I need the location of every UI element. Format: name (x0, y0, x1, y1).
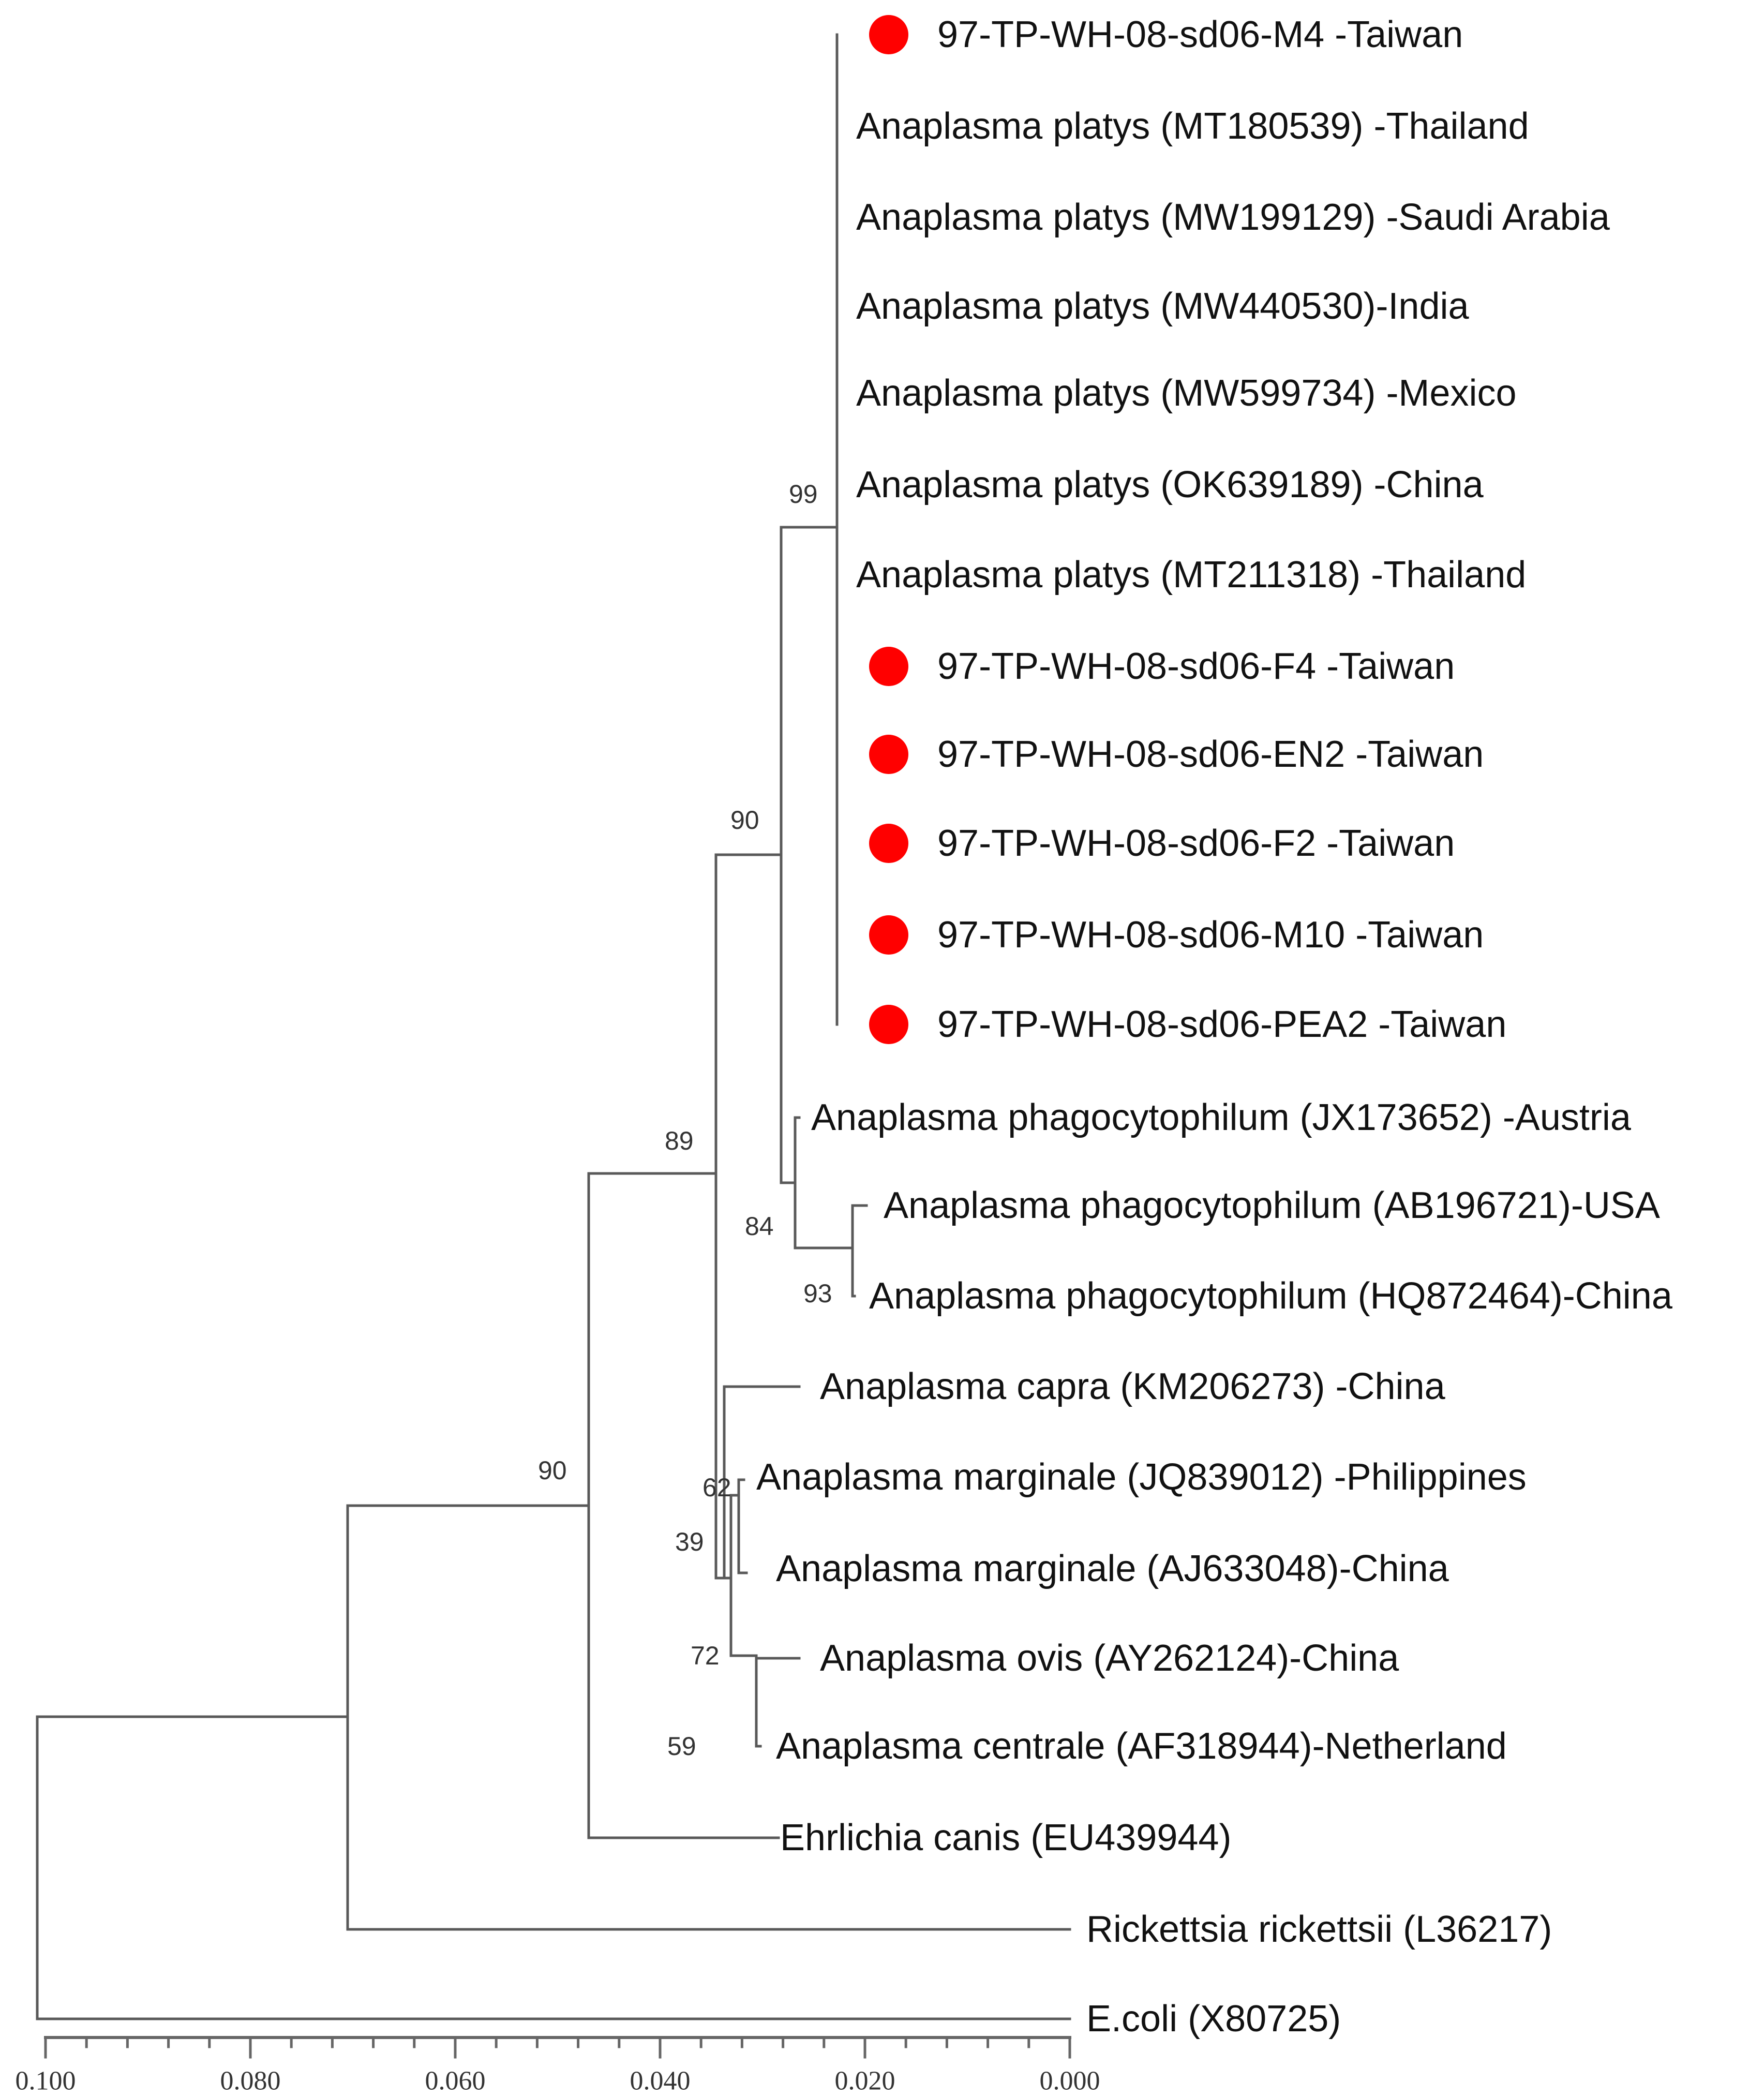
leaf-label: Anaplasma platys (MT211318) -Thailand (856, 554, 1526, 596)
scale-tick-label: 0.060 (425, 2066, 486, 2096)
leaf-label: Anaplasma phagocytophilum (AB196721)-USA (884, 1185, 1660, 1226)
bootstrap-value: 84 (745, 1212, 774, 1241)
sample-marker-dot (869, 915, 908, 955)
scale-tick-label: 0.100 (16, 2066, 76, 2096)
leaf-label: Anaplasma platys (MW599734) -Mexico (856, 373, 1517, 414)
leaf-label: 97-TP-WH-08-sd06-EN2 -Taiwan (937, 734, 1484, 775)
leaf-label: Anaplasma platys (MW199129) -Saudi Arabi… (856, 197, 1610, 238)
sample-marker-dot (869, 824, 908, 863)
scale-tick-label: 0.000 (1040, 2066, 1100, 2096)
bootstrap-value: 93 (803, 1279, 832, 1308)
bootstrap-value: 90 (730, 806, 759, 835)
leaf-label: Anaplasma centrale (AF318944)-Netherland (776, 1726, 1507, 1767)
leaf-label: 97-TP-WH-08-sd06-PEA2 -Taiwan (937, 1004, 1506, 1045)
leaf-label: 97-TP-WH-08-sd06-F4 -Taiwan (937, 646, 1455, 687)
bootstrap-value: 39 (675, 1527, 704, 1556)
leaf-label: Anaplasma platys (OK639189) -China (856, 464, 1484, 505)
sample-marker-dot (869, 1005, 908, 1044)
sample-marker-dot (869, 647, 908, 686)
scale-tick-label: 0.040 (630, 2066, 691, 2096)
leaf-label: E.coli (X80725) (1086, 1998, 1341, 2040)
bootstrap-value: 89 (665, 1126, 694, 1155)
bootstrap-value: 59 (667, 1732, 696, 1761)
leaf-label: 97-TP-WH-08-sd06-M10 -Taiwan (937, 914, 1484, 956)
leaf-label: Anaplasma platys (MW440530)-India (856, 286, 1470, 327)
leaf-label: Rickettsia rickettsii (L36217) (1086, 1909, 1552, 1950)
leaf-label: Anaplasma ovis (AY262124)-China (820, 1638, 1399, 1679)
leaf-label: Anaplasma capra (KM206273) -China (820, 1366, 1446, 1407)
bootstrap-value: 62 (702, 1473, 731, 1502)
leaf-label: 97-TP-WH-08-sd06-M4 -Taiwan (937, 14, 1463, 55)
sample-marker-dot (869, 15, 908, 54)
sample-marker-dot (869, 735, 908, 774)
leaf-label: 97-TP-WH-08-sd06-F2 -Taiwan (937, 823, 1455, 864)
scale-tick-label: 0.080 (220, 2066, 281, 2096)
leaf-label: Ehrlichia canis (EU439944) (780, 1817, 1231, 1858)
leaf-label: Anaplasma marginale (JQ839012) -Philippi… (756, 1456, 1527, 1498)
bootstrap-value: 99 (789, 480, 818, 509)
leaf-label: Anaplasma platys (MT180539) -Thailand (856, 106, 1529, 147)
leaf-label: Anaplasma phagocytophilum (HQ872464)-Chi… (869, 1275, 1673, 1317)
bootstrap-value: 90 (538, 1456, 567, 1485)
leaf-label: Anaplasma phagocytophilum (JX173652) -Au… (811, 1097, 1632, 1138)
scale-tick-label: 0.020 (835, 2066, 895, 2096)
leaf-label: Anaplasma marginale (AJ633048)-China (776, 1548, 1449, 1589)
bootstrap-value: 72 (691, 1641, 720, 1670)
